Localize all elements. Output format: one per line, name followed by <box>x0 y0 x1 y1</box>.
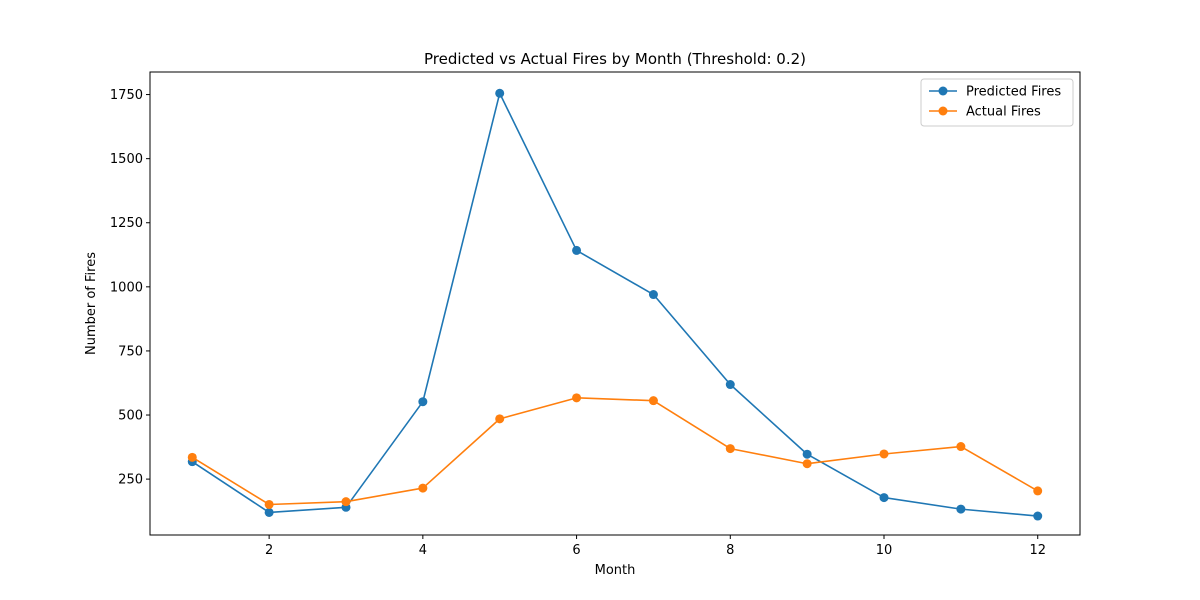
legend: Predicted Fires Actual Fires <box>920 78 1074 127</box>
data-point <box>264 499 274 509</box>
y-tick-label: 1000 <box>110 280 143 295</box>
x-tick-label: 2 <box>265 543 273 558</box>
data-point <box>1033 511 1043 521</box>
data-point <box>187 452 197 462</box>
x-tick-label: 10 <box>876 543 893 558</box>
series-line <box>191 92 1038 517</box>
y-tick-label: 1500 <box>110 152 143 167</box>
x-tick-label: 6 <box>572 543 580 558</box>
plot-area <box>149 71 1081 536</box>
data-point <box>802 449 812 459</box>
data-point <box>802 459 812 469</box>
data-point <box>495 414 505 424</box>
x-tick-label: 12 <box>1029 543 1046 558</box>
data-point <box>725 444 735 454</box>
y-axis-label: Number of Fires <box>84 252 99 355</box>
x-tick-label: 4 <box>419 543 427 558</box>
data-point <box>879 493 889 503</box>
data-point <box>418 397 428 407</box>
data-point <box>572 245 582 255</box>
data-point <box>418 483 428 493</box>
y-tick-label: 1750 <box>110 88 143 103</box>
data-point <box>264 507 274 517</box>
data-point <box>341 497 351 507</box>
data-point <box>956 442 966 452</box>
y-tick-label: 1250 <box>110 216 143 231</box>
y-tick-label: 250 <box>118 473 143 488</box>
data-point <box>495 88 505 98</box>
data-point <box>648 290 658 300</box>
data-point <box>648 396 658 406</box>
data-point <box>879 449 889 459</box>
legend-marker <box>938 86 948 96</box>
data-point <box>572 393 582 403</box>
legend-label: Predicted Fires <box>966 85 1061 100</box>
legend-label: Actual Fires <box>966 105 1041 120</box>
y-axis: 250 500 750 1000 1250 1500 1750 <box>110 88 150 488</box>
x-axis: 2 4 6 8 10 12 <box>265 535 1046 558</box>
legend-box <box>920 78 1074 127</box>
data-point <box>1033 486 1043 496</box>
chart-title: Predicted vs Actual Fires by Month (Thre… <box>424 50 806 68</box>
axes-frame <box>149 71 1081 536</box>
x-tick-label: 8 <box>726 543 734 558</box>
series-2 <box>187 393 1043 509</box>
y-tick-label: 500 <box>118 409 143 424</box>
data-point <box>725 380 735 390</box>
series-line <box>191 397 1039 506</box>
y-tick-label: 750 <box>118 344 143 359</box>
data-point <box>956 504 966 514</box>
x-axis-label: Month <box>595 563 636 578</box>
legend-marker <box>938 106 948 116</box>
series-layer <box>187 88 1043 521</box>
